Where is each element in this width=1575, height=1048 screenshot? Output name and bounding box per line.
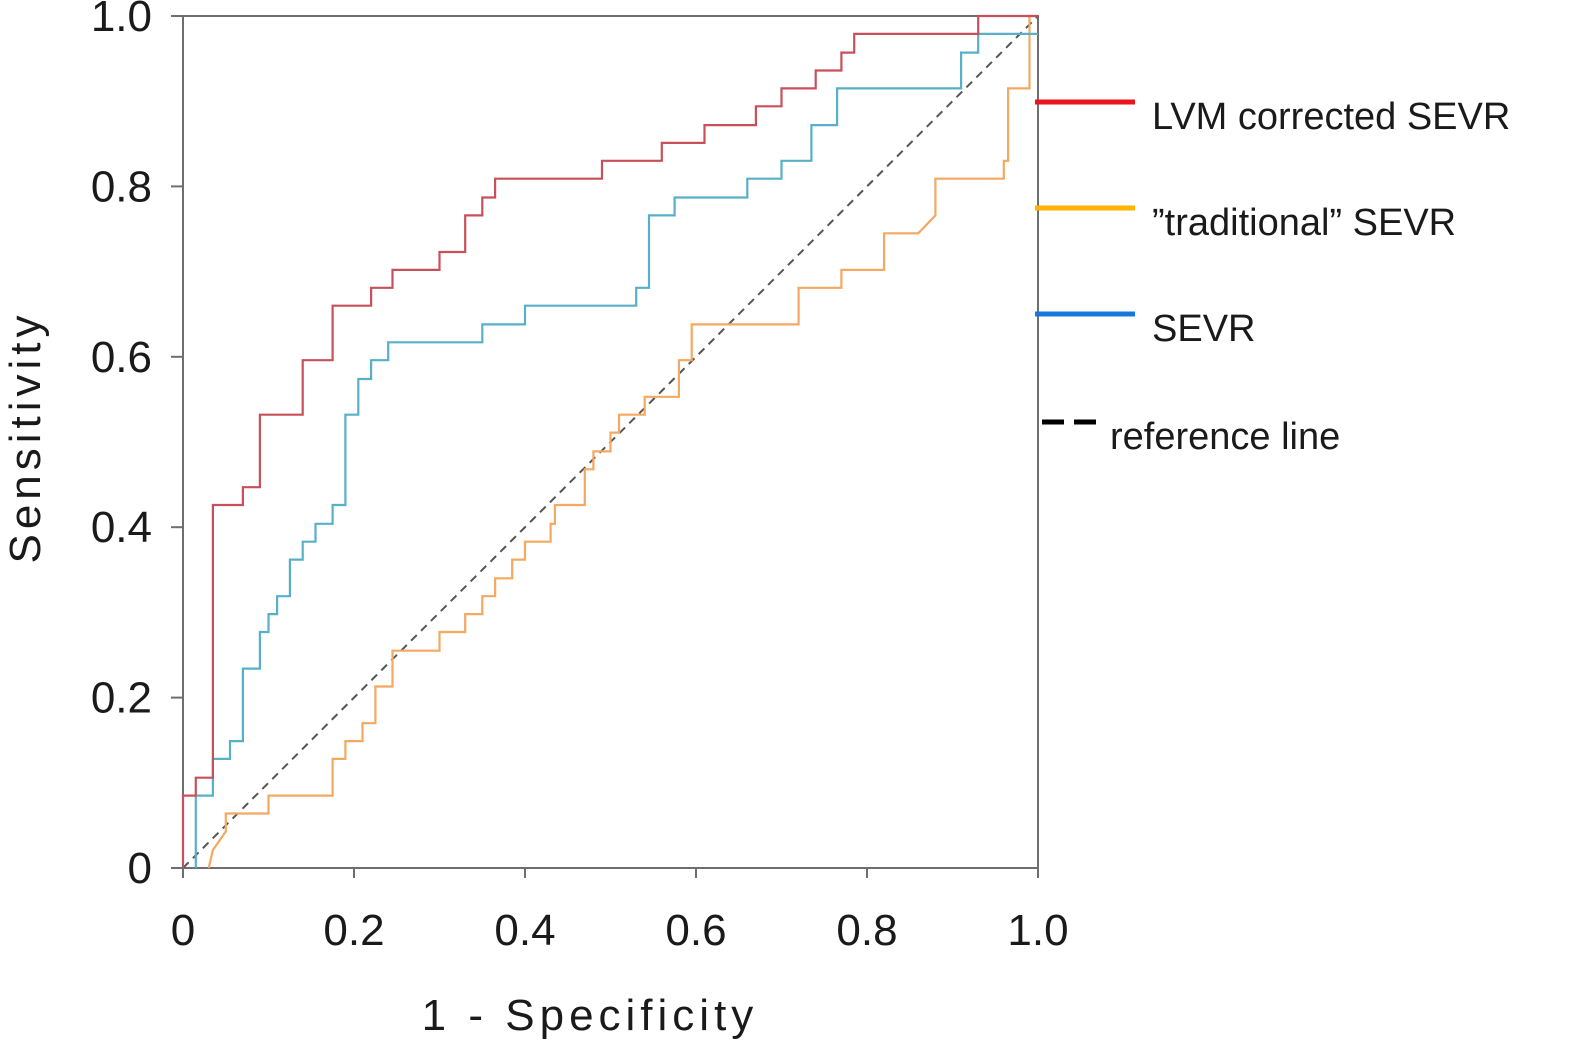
legend-label-1: ”traditional” SEVR	[1152, 202, 1456, 244]
x-tick-label: 0.6	[665, 906, 726, 955]
y-axis-label: Sensitivity	[1, 310, 50, 563]
series-line-0	[181, 14, 1038, 868]
y-tick-label: 0.2	[91, 674, 152, 723]
series-layer	[181, 14, 1039, 869]
x-tick-label: 0.2	[323, 906, 384, 955]
plot-border	[182, 15, 1039, 869]
legend-label-2: SEVR	[1152, 308, 1255, 350]
x-axis-label: 1 - Specificity	[422, 991, 759, 1040]
x-tick-label: 0.4	[494, 906, 555, 955]
plot-frame	[182, 15, 1039, 869]
series-line-2	[194, 32, 1038, 868]
y-tick-label: 0.6	[91, 333, 152, 382]
legend-label-3: reference line	[1110, 416, 1340, 458]
y-tick-label: 0.4	[91, 503, 152, 552]
legend-label-0: LVM corrected SEVR	[1152, 96, 1510, 138]
x-tick-label: 1.0	[1007, 906, 1068, 955]
x-tick-label: 0	[171, 906, 195, 955]
y-tick-label: 1.0	[91, 0, 152, 41]
series-line-1	[207, 14, 1038, 869]
y-tick-label: 0	[128, 844, 152, 893]
x-tick-label: 0.8	[836, 906, 897, 955]
legend: LVM corrected SEVR ”traditional” SEVR SEVR…	[1035, 96, 1510, 458]
y-tick-label: 0.8	[91, 162, 152, 211]
ticks-layer: 0 0.2 0.4 0.6 0.8 1.0 0 0.2 0.4 0.6 0.8 1.0	[91, 0, 1069, 955]
